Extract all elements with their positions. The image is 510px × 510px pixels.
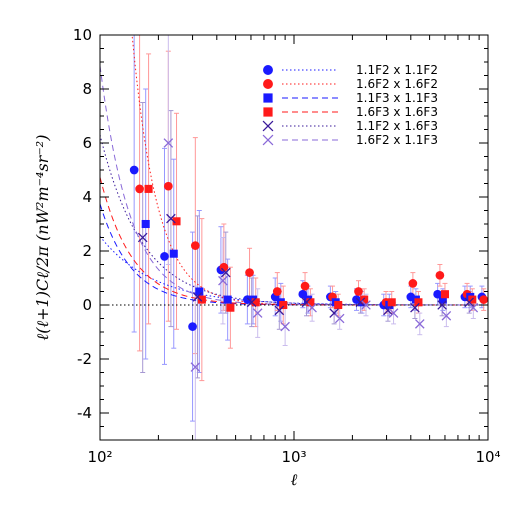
data-point [246, 297, 257, 308]
legend-marker-4 [262, 120, 274, 132]
data-point [166, 213, 176, 224]
data-point [479, 295, 489, 304]
legend-label-4: 1.1F2 x 1.6F3 [356, 119, 438, 133]
data-point [245, 268, 254, 277]
legend-label-5: 1.6F2 x 1.1F3 [356, 133, 438, 147]
model-curve-2 [100, 203, 488, 306]
legend-label-1: 1.6F2 x 1.6F2 [356, 77, 438, 91]
legend-label-2: 1.1F3 x 1.1F3 [356, 91, 438, 105]
model-curve-0 [100, 236, 488, 306]
data-point [163, 138, 174, 148]
data-point [410, 302, 420, 313]
data-point [137, 232, 148, 243]
data-point [163, 181, 173, 191]
x-axis-label: ℓ [291, 470, 298, 489]
y-axis-label: ℓ(ℓ+1)Cℓ/2π (nW²m⁻⁴sr⁻²) [33, 135, 52, 341]
data-point [414, 298, 423, 307]
data-point [440, 290, 449, 299]
legend-marker-3 [263, 107, 273, 117]
data-point [129, 165, 139, 175]
data-point [190, 362, 201, 372]
data-point [169, 249, 178, 258]
data-point [438, 295, 447, 304]
data-point [274, 305, 285, 316]
data-point [334, 313, 345, 324]
y-tick-label: 8 [82, 80, 92, 98]
legend-label-3: 1.6F3 x 1.6F3 [356, 105, 438, 119]
data-point [160, 252, 169, 261]
data-point [192, 292, 203, 302]
legend-marker-1 [263, 79, 273, 89]
data-point [355, 297, 366, 308]
data-point [172, 217, 181, 226]
data-point [387, 298, 396, 307]
data-point [383, 305, 393, 316]
data-point [441, 311, 452, 321]
y-tick-label: 2 [82, 242, 92, 260]
data-point [272, 287, 282, 296]
data-point [307, 302, 317, 313]
data-point [408, 279, 418, 288]
data-point [306, 298, 315, 307]
data-point [437, 300, 447, 310]
y-tick-label: -2 [77, 350, 92, 368]
data-point [220, 267, 231, 278]
x-tick-label: 10² [87, 448, 112, 466]
data-point [354, 287, 363, 296]
data-point [251, 298, 260, 307]
model-curve-4 [100, 134, 488, 306]
data-point [195, 287, 204, 296]
legend-label-0: 1.1F2 x 1.1F2 [356, 63, 438, 77]
model-curve-5 [100, 65, 488, 306]
data-point [190, 241, 200, 250]
data-point [141, 219, 150, 229]
data-point [435, 270, 445, 280]
y-tick-label: 4 [82, 188, 92, 206]
data-point [197, 295, 206, 304]
y-tick-label: 0 [82, 296, 92, 314]
data-point [135, 184, 144, 194]
model-curve-1 [129, 35, 488, 306]
data-point [252, 308, 263, 318]
legend-marker-2 [263, 93, 273, 103]
legend-marker-5 [262, 134, 274, 146]
data-point [464, 297, 474, 308]
data-point [188, 322, 197, 331]
y-tick-label: 6 [82, 134, 92, 152]
data-point [144, 184, 153, 193]
data-point [300, 281, 310, 291]
data-point [279, 300, 288, 310]
y-tick-label: -4 [77, 404, 92, 422]
y-tick-label: 10 [73, 26, 92, 44]
data-point [280, 321, 290, 332]
data-point [226, 303, 235, 312]
data-point [361, 300, 371, 310]
data-point [334, 300, 343, 310]
data-point [223, 295, 232, 304]
data-point [414, 319, 425, 329]
model-curve-3 [100, 177, 488, 306]
model-curves [100, 35, 488, 306]
data-point [218, 275, 228, 286]
data-points [129, 138, 489, 372]
data-point [388, 308, 399, 318]
x-tick-label: 10⁴ [475, 448, 500, 466]
data-point [468, 302, 479, 313]
legend-marker-0 [263, 65, 273, 75]
axis-ticks: 10² 10³ 10⁴ -4 -2 0 2 4 6 8 10 [73, 26, 501, 466]
x-tick-label: 10³ [281, 448, 306, 466]
data-point [360, 295, 369, 304]
